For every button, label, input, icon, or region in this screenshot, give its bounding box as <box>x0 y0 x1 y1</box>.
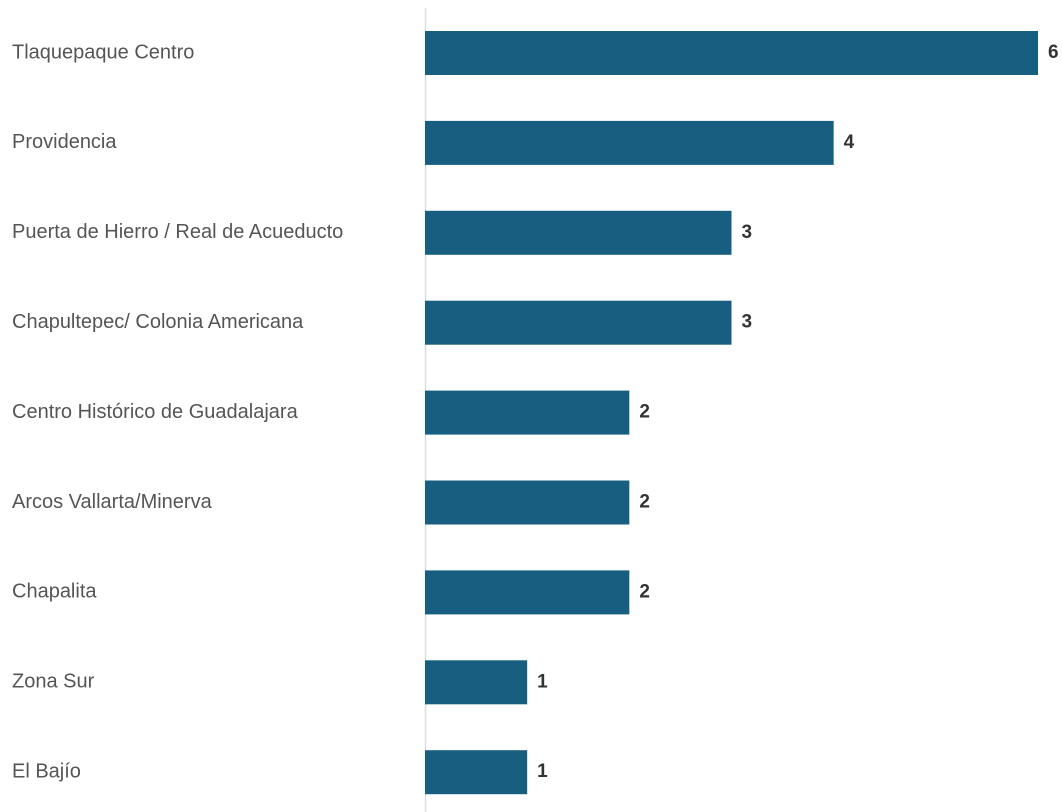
category-label: Arcos Vallarta/Minerva <box>12 491 213 513</box>
value-label: 6 <box>1048 42 1059 63</box>
bar <box>425 120 834 165</box>
category-label: Centro Histórico de Guadalajara <box>12 401 299 423</box>
value-label: 2 <box>639 581 650 602</box>
bar <box>425 31 1038 75</box>
category-label: El Bajío <box>12 760 81 782</box>
category-label: Chapultepec/ Colonia Americana <box>12 311 304 333</box>
value-label: 4 <box>844 132 855 153</box>
value-label: 2 <box>639 402 650 423</box>
bar <box>425 570 630 615</box>
bar <box>425 390 630 435</box>
value-label: 1 <box>537 671 548 692</box>
bar <box>425 750 528 795</box>
category-label: Chapalita <box>12 581 97 603</box>
value-label: 2 <box>639 492 650 513</box>
category-label: Zona Sur <box>12 671 95 693</box>
bar <box>425 300 732 345</box>
value-label: 3 <box>742 222 753 243</box>
bar <box>425 480 630 525</box>
value-label: 1 <box>537 761 548 782</box>
category-label: Providencia <box>12 131 117 153</box>
category-label: Tlaquepaque Centro <box>12 41 194 63</box>
bar <box>425 660 528 705</box>
category-label: Puerta de Hierro / Real de Acueducto <box>12 221 343 243</box>
value-label: 3 <box>742 312 753 333</box>
bar <box>425 210 732 255</box>
